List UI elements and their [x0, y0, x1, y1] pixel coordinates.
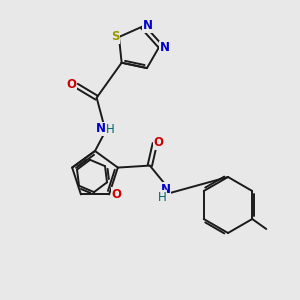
Text: N: N: [96, 122, 106, 135]
Text: O: O: [67, 78, 77, 91]
Text: N: N: [161, 183, 171, 196]
Text: H: H: [106, 123, 115, 136]
Text: O: O: [154, 136, 164, 149]
Text: N: N: [160, 41, 170, 54]
Text: S: S: [111, 31, 119, 44]
Text: H: H: [158, 191, 166, 204]
Text: N: N: [142, 19, 153, 32]
Text: O: O: [111, 188, 121, 201]
